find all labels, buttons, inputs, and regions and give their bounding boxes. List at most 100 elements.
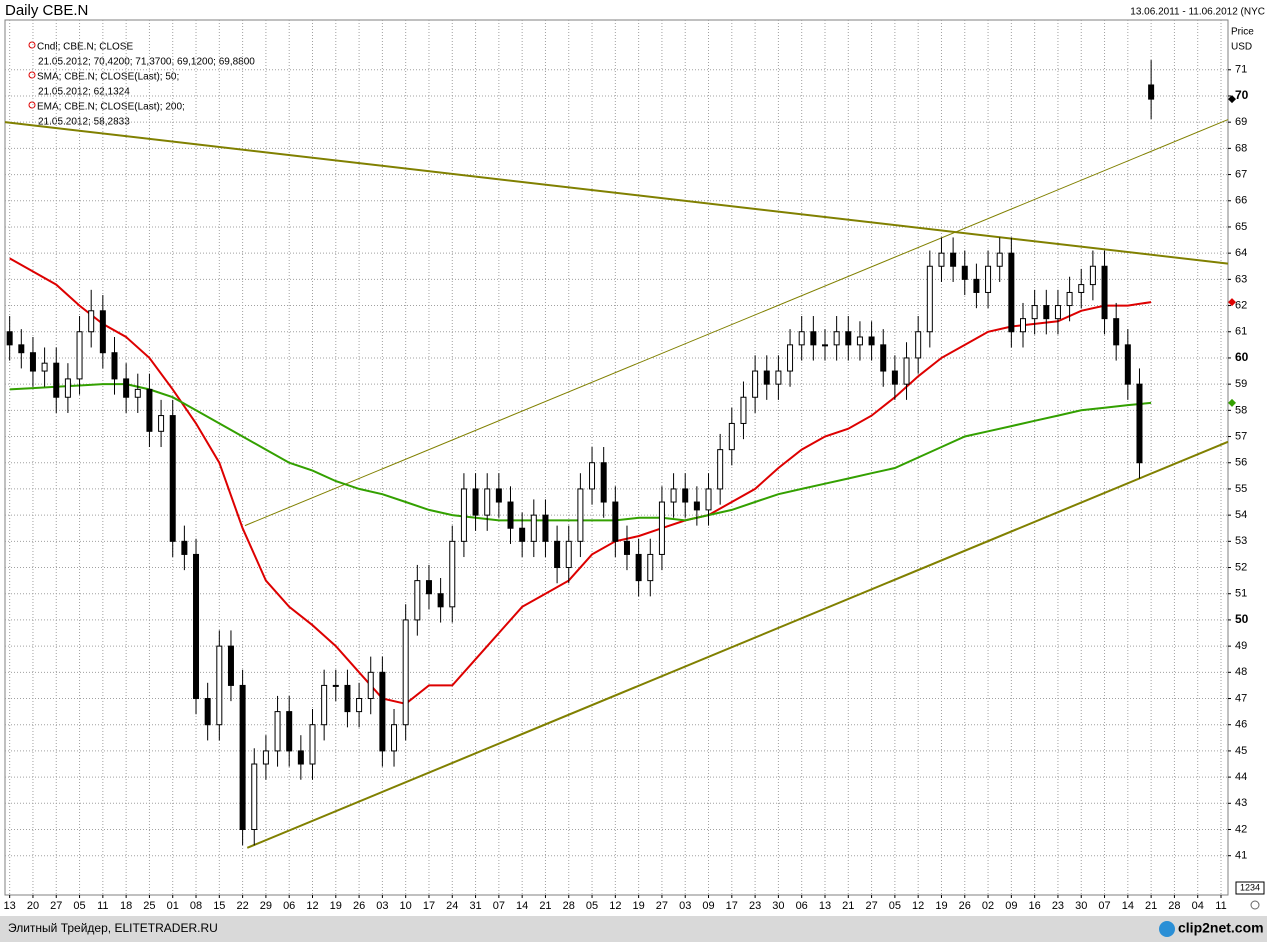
candle <box>262 735 269 780</box>
candle-body <box>99 310 106 354</box>
candle <box>1113 302 1120 361</box>
candle-body <box>705 488 712 511</box>
x-tick-label: 17 <box>423 900 435 912</box>
legend-value: 21.05.2012; 62,1324 <box>38 87 130 98</box>
candle-body <box>798 331 805 346</box>
y-tick-label: 54 <box>1235 509 1247 521</box>
candle <box>507 486 514 544</box>
candle <box>484 473 491 531</box>
candle <box>1020 302 1027 348</box>
candle <box>717 433 724 505</box>
y-tick-label: 69 <box>1235 116 1247 128</box>
candle <box>635 538 642 597</box>
candle-body <box>437 593 444 608</box>
y-tick-label: 50 <box>1235 612 1249 626</box>
y-tick-label: 66 <box>1235 195 1247 207</box>
candle <box>740 381 747 440</box>
candle-body <box>1020 318 1027 333</box>
axis-box <box>1235 881 1265 895</box>
y-tick-label: 44 <box>1235 771 1247 783</box>
candle-body <box>193 553 200 700</box>
candle-body <box>18 344 25 354</box>
trendline <box>244 119 1229 527</box>
candle-body <box>1008 252 1015 333</box>
candle <box>134 373 141 413</box>
candle <box>204 682 211 741</box>
legend-entry: SMA; CBE.N; CLOSE(Last); 50; <box>37 72 179 83</box>
candle-body <box>693 501 700 511</box>
candle-body <box>123 378 130 398</box>
candle <box>623 525 630 571</box>
candle <box>763 355 770 400</box>
x-tick-label: 19 <box>935 900 947 912</box>
trendline <box>4 121 1229 265</box>
x-tick-label: 28 <box>1168 900 1180 912</box>
y-tick-label: 45 <box>1235 745 1247 757</box>
candle <box>1124 329 1131 400</box>
candle-body <box>262 750 269 765</box>
legend-value: 21.05.2012; 70,4200; 71,3700; 69,1200; 6… <box>38 57 255 68</box>
candle-body <box>821 344 828 347</box>
x-tick-label: 28 <box>563 900 575 912</box>
x-tick-label: 02 <box>982 900 994 912</box>
candle <box>1089 250 1096 301</box>
candle <box>181 525 188 571</box>
legend-entry: EMA; CBE.N; CLOSE(Last); 200; <box>37 102 185 113</box>
last-value-marker <box>1228 398 1236 407</box>
y-tick-label: 58 <box>1235 404 1247 416</box>
candle-body <box>146 388 153 432</box>
x-tick-label: 21 <box>1145 900 1157 912</box>
candle <box>845 316 852 361</box>
candle <box>1054 289 1061 335</box>
candle <box>99 295 106 369</box>
candle-body <box>658 501 665 555</box>
candle-body <box>950 252 957 267</box>
y-tick-label: 67 <box>1235 168 1247 180</box>
candle-body <box>251 763 258 831</box>
candle <box>88 289 95 348</box>
candle-body <box>868 336 875 346</box>
candle <box>1043 289 1050 335</box>
x-tick-label: 27 <box>865 900 877 912</box>
trendline <box>246 440 1229 849</box>
candle-body <box>1031 305 1038 320</box>
candle-body <box>577 488 584 542</box>
candle-body <box>484 488 491 516</box>
candle-body <box>402 619 409 726</box>
candle <box>880 329 887 387</box>
candle-body <box>740 396 747 424</box>
candle-body <box>449 540 456 608</box>
candle-body <box>495 488 502 503</box>
candle <box>903 342 910 400</box>
x-tick-label: 21 <box>539 900 551 912</box>
candle <box>554 525 561 584</box>
legend: Cndl; CBE.N; CLOSE 21.05.2012; 70,4200; … <box>28 41 255 128</box>
x-tick-label: 07 <box>1098 900 1110 912</box>
candle-body <box>169 415 176 542</box>
plot-area <box>4 19 1229 896</box>
candle <box>274 695 281 767</box>
candle <box>6 316 13 361</box>
x-tick-label: 27 <box>656 900 668 912</box>
candle-body <box>460 488 467 542</box>
footer-logo: clip2net.com <box>1178 920 1264 936</box>
x-tick-label: 03 <box>376 900 388 912</box>
candle <box>787 329 794 387</box>
candle <box>425 564 432 610</box>
x-tick-label: 17 <box>726 900 738 912</box>
candle <box>577 473 584 558</box>
candle-body <box>204 698 211 726</box>
scroll-button[interactable] <box>1250 900 1260 910</box>
legend-icon <box>28 101 36 109</box>
candle-body <box>41 362 48 372</box>
candle <box>705 473 712 526</box>
x-tick-label: 09 <box>702 900 714 912</box>
candle-body <box>717 449 724 490</box>
footer-bar <box>0 916 1267 942</box>
candle <box>961 250 968 296</box>
x-tick-label: 31 <box>469 900 481 912</box>
candle <box>76 316 83 395</box>
candle-body <box>833 331 840 346</box>
candle <box>41 347 48 387</box>
